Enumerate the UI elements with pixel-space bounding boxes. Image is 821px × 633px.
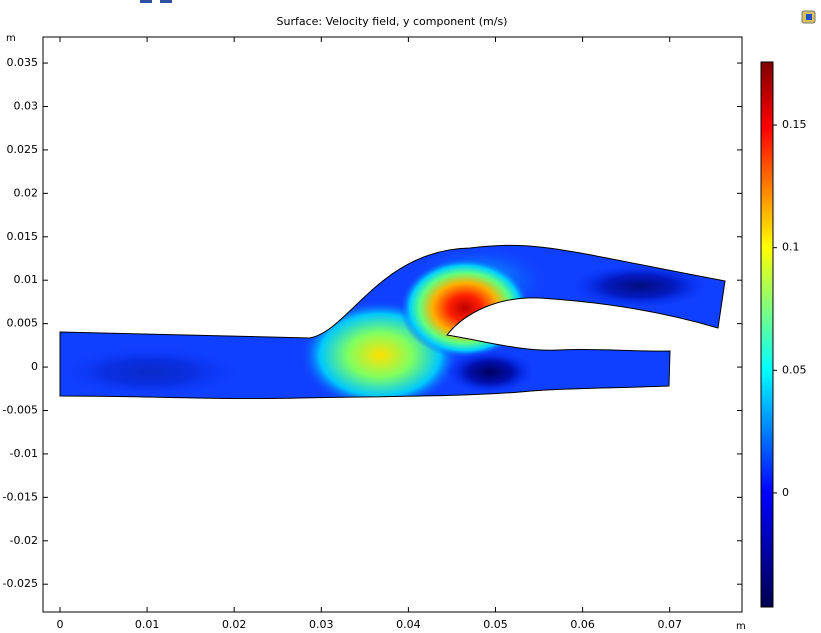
domain-boundary bbox=[59, 244, 726, 400]
y-tick-label: 0 bbox=[31, 360, 38, 373]
x-tick-label: 0 bbox=[56, 618, 63, 631]
surface-region bbox=[570, 264, 710, 308]
toolbar-bit bbox=[160, 0, 172, 3]
colorbar-tick-label: 0.05 bbox=[782, 363, 807, 376]
x-tick-label: 0.03 bbox=[309, 618, 334, 631]
x-axis-unit: m bbox=[736, 621, 746, 632]
surface-region bbox=[60, 347, 240, 397]
x-tick-label: 0.04 bbox=[396, 618, 421, 631]
y-tick-label: 0.025 bbox=[7, 143, 39, 156]
y-tick-label: 0.005 bbox=[7, 317, 39, 330]
y-tick-label: 0.02 bbox=[14, 186, 39, 199]
surface bbox=[60, 245, 725, 399]
colorbar bbox=[760, 61, 774, 608]
x-tick-label: 0.02 bbox=[222, 618, 247, 631]
x-tick-label: 0.06 bbox=[570, 618, 595, 631]
y-tick-label: -0.005 bbox=[3, 403, 38, 416]
toolbar-bit bbox=[140, 0, 152, 3]
y-tick-label: 0.035 bbox=[7, 56, 39, 69]
surface-region bbox=[445, 350, 535, 394]
colorbar-tick-label: 0 bbox=[782, 486, 789, 499]
y-tick-label: 0.01 bbox=[14, 273, 39, 286]
y-tick-label: -0.025 bbox=[3, 577, 38, 590]
y-tick-label: 0.015 bbox=[7, 230, 39, 243]
surface-region bbox=[400, 258, 530, 358]
y-tick-label: -0.01 bbox=[10, 447, 38, 460]
x-tick-label: 0.05 bbox=[483, 618, 508, 631]
y-tick-label: -0.015 bbox=[3, 490, 38, 503]
plot-frame bbox=[42, 36, 743, 613]
x-tick-label: 0.01 bbox=[135, 618, 160, 631]
y-tick-label: -0.02 bbox=[10, 534, 38, 547]
chart-title: Surface: Velocity field, y component (m/… bbox=[277, 15, 508, 28]
x-tick-label: 0.07 bbox=[657, 618, 682, 631]
toolbar-icon-inner bbox=[806, 14, 812, 20]
colorbar-tick-label: 0.15 bbox=[782, 118, 807, 131]
colorbar-tick-label: 0.1 bbox=[782, 241, 800, 254]
y-tick-label: 0.03 bbox=[14, 99, 39, 112]
y-axis-unit: m bbox=[6, 33, 16, 44]
